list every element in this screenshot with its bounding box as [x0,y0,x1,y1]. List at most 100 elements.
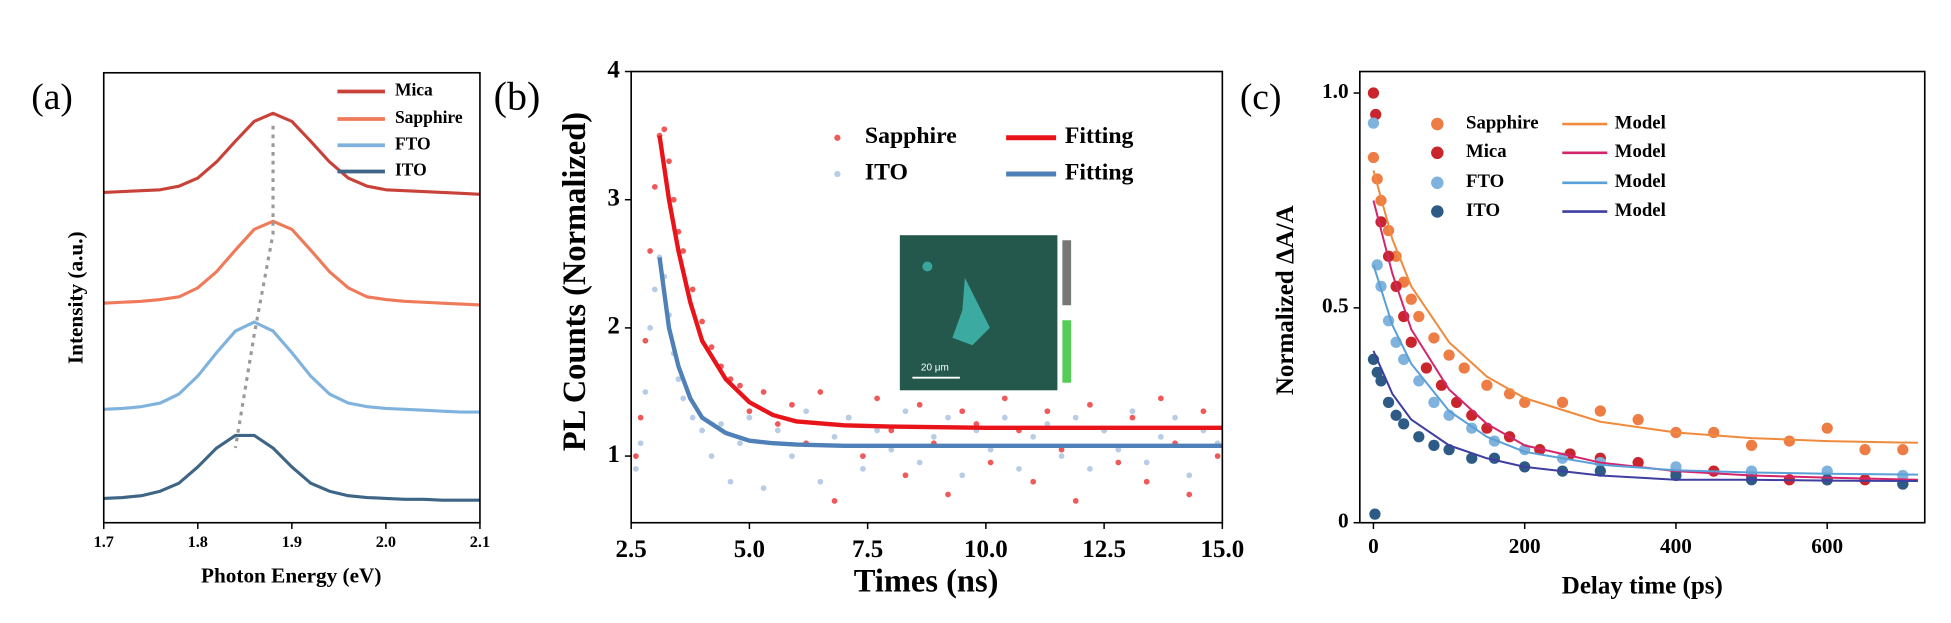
panel-label: (b) [494,73,541,118]
y-tick-label: 4 [607,56,620,83]
data-point [1428,396,1440,409]
data-point [1420,362,1433,374]
x-tick-label: 5.0 [734,536,765,563]
y-axis-title: Normalized ΔA/A [1272,205,1299,395]
legend-label: Sapphire [865,123,957,149]
data-point [902,408,909,415]
y-tick-label: 1.0 [1322,79,1349,103]
data-point [945,414,951,421]
y-tick-label: 2 [607,313,620,340]
data-point [930,433,937,440]
data-point [661,126,668,133]
data-line [103,219,480,307]
data-point [1594,405,1606,417]
data-point [1001,414,1008,421]
data-point [1016,466,1022,472]
data-point [789,453,795,459]
data-point [1859,474,1871,486]
peak-guide [233,125,275,449]
data-point [1367,87,1380,99]
x-axis-title: Times (ns) [854,563,999,599]
data-point [718,421,724,427]
data-point [1594,465,1606,477]
data-point [647,325,653,331]
data-point [1058,446,1065,453]
legend-swatch [1431,146,1444,160]
data-point [647,248,653,254]
data-point [817,478,824,485]
x-tick-label: 12.5 [1082,536,1126,563]
legend-label: Sapphire [1466,112,1539,133]
data-point [803,408,810,415]
data-point [737,382,743,389]
data-point [1451,396,1463,409]
plot-area [633,126,1223,504]
data-point [642,389,649,395]
data-point [916,401,923,408]
legend-swatch [834,170,841,178]
data-point [1405,293,1417,305]
inset-dot [922,261,933,272]
data-point [680,395,687,402]
data-point [831,433,838,440]
data-point [1783,435,1796,447]
x-tick-label: 10.0 [964,536,1008,563]
x-tick-label: 15.0 [1200,536,1244,563]
data-point [689,414,696,421]
legend-label: Model [1615,112,1666,133]
legend-label: Mica [1466,141,1507,162]
data-point [817,389,824,395]
legend-label: FTO [395,133,431,153]
data-point [1157,395,1164,402]
data-line [103,433,480,502]
panel: 0 200 400 600 0 0.5 1.0 Delay time (ps) Normaliz… [1240,70,1926,599]
data-point [1443,349,1455,361]
data-point [860,466,866,472]
legend-label: Sapphire [395,107,463,127]
legend-label: Fitting [1065,159,1134,185]
data-point [708,344,715,350]
data-point [1367,117,1380,129]
data-point [633,466,639,472]
data-point [637,440,644,447]
data-point [1405,336,1417,348]
x-tick-label: 0 [1368,534,1379,558]
data-line [1372,264,1918,476]
data-point [1072,414,1079,421]
data-point [1172,414,1178,421]
x-tick-label: 2.0 [376,533,396,551]
data-point [1371,366,1383,378]
data-point [760,485,767,491]
data-point [680,248,687,254]
data-point [1214,453,1221,459]
data-point [1030,433,1037,440]
x-axis-title: Delay time (ps) [1562,572,1723,599]
legend-label: ITO [1466,200,1500,221]
data-point [1200,408,1207,415]
data-point [774,427,781,434]
data-point [1072,498,1079,504]
data-point [1897,469,1909,482]
data-point [1044,421,1051,427]
legend-label: FTO [1466,171,1504,192]
data-point [666,158,672,165]
data-point [1745,465,1758,477]
data-point [633,453,639,459]
data-point [845,414,852,421]
data-point [1115,446,1122,453]
data-point [1143,459,1150,466]
data-line [103,320,480,414]
data-point [987,446,994,453]
data-point [902,472,909,479]
data-point [1413,431,1425,443]
data-point [689,286,696,293]
x-axis-title: Photon Energy (eV) [201,564,381,588]
data-point [1367,151,1380,164]
data-point [1186,491,1193,498]
data-point [874,427,880,434]
y-tick-label: 0.5 [1322,294,1349,318]
data-point [1466,452,1478,464]
legend-label: Model [1615,171,1666,192]
data-point [916,459,923,466]
